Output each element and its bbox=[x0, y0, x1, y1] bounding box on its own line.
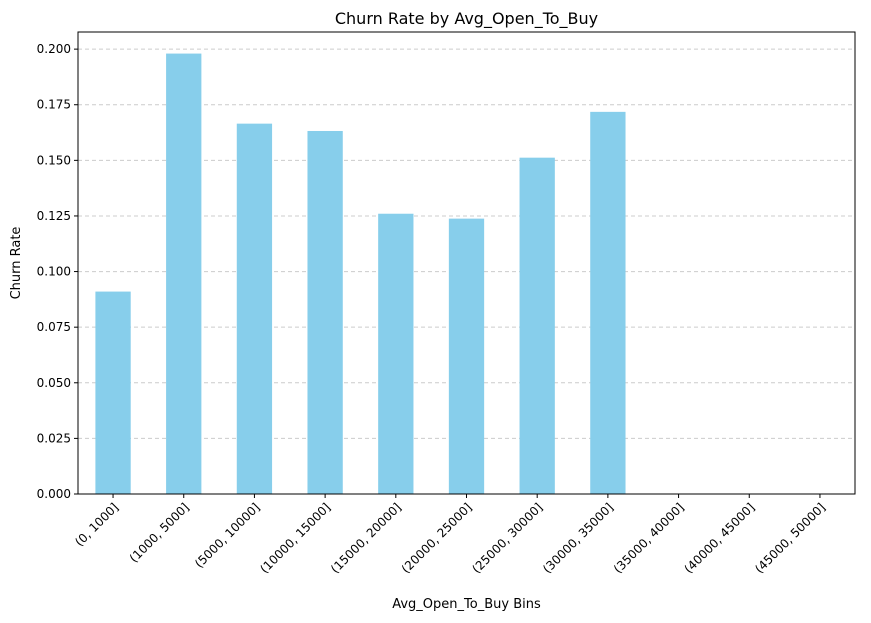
y-axis-label: Churn Rate bbox=[9, 227, 24, 300]
x-tick-label: (30000, 35000] bbox=[540, 500, 616, 576]
y-tick-label: 0.075 bbox=[37, 320, 71, 334]
x-tick-label: (0, 1000] bbox=[72, 500, 121, 549]
y-tick-label: 0.000 bbox=[37, 487, 71, 501]
x-tick-label: (45000, 50000] bbox=[752, 500, 828, 576]
bar bbox=[236, 123, 273, 495]
y-tick-label: 0.200 bbox=[37, 42, 71, 56]
y-tick-label: 0.175 bbox=[37, 98, 71, 112]
x-tick-label: (20000, 25000] bbox=[399, 500, 475, 576]
x-tick-label: (15000, 20000] bbox=[328, 500, 404, 576]
y-tick-label: 0.050 bbox=[37, 376, 71, 390]
bar bbox=[448, 218, 485, 495]
bar bbox=[95, 291, 131, 494]
y-tick-label: 0.100 bbox=[37, 265, 71, 279]
bar bbox=[307, 130, 343, 494]
y-tick-label: 0.125 bbox=[37, 209, 71, 223]
bar bbox=[378, 213, 414, 494]
x-tick-label: (1000, 5000] bbox=[127, 500, 192, 565]
x-tick-label: (25000, 30000] bbox=[469, 500, 545, 576]
x-tick-label: (5000, 10000] bbox=[192, 500, 263, 571]
chart-title: Churn Rate by Avg_Open_To_Buy bbox=[335, 9, 598, 29]
bar bbox=[590, 111, 626, 494]
x-axis: (0, 1000] (1000, 5000] (5000, 10000](10000… bbox=[72, 494, 828, 576]
bar bbox=[519, 157, 555, 494]
x-tick-label: (10000, 15000] bbox=[257, 500, 333, 576]
bars bbox=[95, 53, 626, 495]
y-tick-label: 0.025 bbox=[37, 431, 71, 445]
x-axis-label: Avg_Open_To_Buy Bins bbox=[392, 597, 541, 612]
x-tick-label: (40000, 45000] bbox=[681, 500, 757, 576]
bar bbox=[166, 53, 202, 494]
y-tick-label: 0.150 bbox=[37, 153, 71, 167]
x-tick-label: (35000, 40000] bbox=[611, 500, 687, 576]
y-axis: 0.000 0.025 0.050 0.075 0.100 0.125 0.150 0.175… bbox=[37, 42, 78, 501]
